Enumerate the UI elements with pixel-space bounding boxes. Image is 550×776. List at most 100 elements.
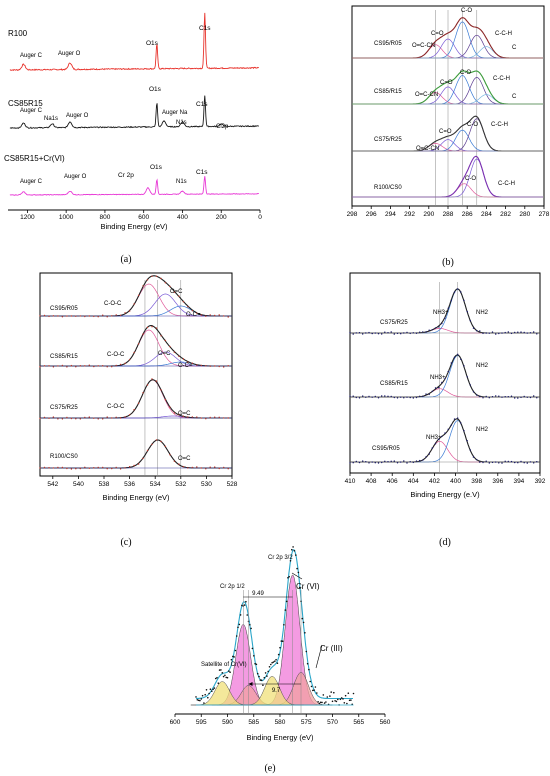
panel-c-s3-point bbox=[93, 467, 95, 469]
panel-d-s1-point bbox=[476, 394, 478, 396]
panel-d-s0-point bbox=[384, 331, 386, 333]
panel-d-s2-point bbox=[526, 462, 528, 464]
panel-e-point bbox=[289, 560, 292, 562]
panel-d-s1-point bbox=[403, 397, 405, 399]
panel-c-s0-point bbox=[187, 306, 189, 308]
panel-c-s2-point bbox=[182, 415, 185, 417]
panel-d-s1-point bbox=[355, 396, 357, 399]
panel-c-s3-point bbox=[151, 443, 153, 446]
panel-d-s1-point bbox=[377, 397, 380, 399]
panel-e-point bbox=[268, 666, 271, 668]
panel-c-s1-point bbox=[151, 326, 153, 328]
panel-a-tick-label-6: 0 bbox=[258, 214, 262, 221]
panel-d-s2-point bbox=[472, 456, 475, 458]
panel-c-s2-point bbox=[205, 418, 207, 420]
panel-d-s0-point bbox=[485, 332, 487, 334]
panel-c-s1-point bbox=[137, 343, 140, 345]
panel-b-s2-co: C-O bbox=[467, 122, 478, 128]
panel-c-s1-point bbox=[218, 365, 220, 368]
panel-b-guides bbox=[435, 10, 478, 206]
panel-c-s2-point bbox=[124, 416, 126, 418]
panel-c-s3-point bbox=[182, 466, 185, 468]
panel-c-s3-point bbox=[39, 467, 41, 469]
panel-c-s1-point bbox=[160, 335, 162, 337]
panel-d-s2-point bbox=[450, 424, 452, 426]
panel-d-s2-point bbox=[441, 435, 443, 438]
panel-d-s1-point bbox=[406, 396, 408, 398]
panel-d-s1-point bbox=[400, 396, 402, 398]
panel-d-s2-point bbox=[425, 456, 427, 458]
panel-d-s0-nh3: NH3+ bbox=[433, 310, 449, 316]
panel-c-s1-point bbox=[205, 365, 207, 367]
panel-e-crvi: Cr (VI) bbox=[296, 582, 320, 591]
panel-c-s3-point bbox=[209, 466, 211, 468]
panel-d-s0-point bbox=[403, 332, 405, 334]
panel-d-s0-point bbox=[438, 326, 440, 328]
panel-b-s3-component-1 bbox=[352, 158, 543, 198]
panel-e-point bbox=[335, 700, 338, 703]
panel-c-s0-point bbox=[115, 314, 117, 316]
panel-c-s1-point bbox=[39, 366, 41, 368]
panel-c-s2-point bbox=[169, 406, 171, 408]
panel-c-s1-point bbox=[223, 366, 225, 368]
panel-d-s0-point bbox=[371, 332, 373, 335]
panel-c-s3-point bbox=[205, 468, 207, 470]
panel-d-s2-point bbox=[374, 462, 376, 464]
panel-d-s0-nh2: NH2 bbox=[476, 310, 489, 316]
panel-d-s1-point bbox=[381, 395, 383, 397]
panel-d-s1-point bbox=[374, 395, 376, 398]
panel-c-s0-point bbox=[88, 315, 91, 317]
panel-b-s3-co: C-O bbox=[465, 176, 476, 182]
panel-c-s2-point bbox=[79, 418, 82, 420]
panel-d-s0-point bbox=[355, 332, 357, 334]
panel-c-s1-point bbox=[133, 351, 135, 354]
panel-b-s3-cch: C-C-H bbox=[498, 181, 515, 187]
panel-d-s1-point bbox=[409, 396, 411, 399]
panel-d-s0-point bbox=[482, 332, 484, 335]
panel-e-point bbox=[226, 676, 229, 679]
panel-a-tick-label-5: 200 bbox=[216, 214, 227, 221]
panel-c-s0-point bbox=[205, 315, 207, 317]
panel-b-s0-ocn: O=C-CN bbox=[412, 43, 435, 49]
panel-d-s0-point bbox=[425, 331, 427, 333]
panel-d-s1-point bbox=[371, 396, 373, 398]
panel-c-s3-point bbox=[142, 457, 144, 460]
panel-c-s2-point bbox=[164, 399, 167, 401]
panel-c-s2-point bbox=[106, 416, 108, 418]
panel-c-s3-point bbox=[106, 468, 108, 470]
panel-e-criii-pointer bbox=[315, 644, 323, 669]
panel-d-s2-point bbox=[438, 438, 440, 440]
panel-a-xlabel: Binding Energy (eV) bbox=[100, 222, 168, 231]
panel-e-point bbox=[228, 670, 230, 672]
panel-d-s0-point bbox=[412, 332, 414, 334]
panel-e-point bbox=[325, 701, 327, 703]
panel-e-point bbox=[270, 663, 272, 666]
panel-c-s2-point bbox=[133, 409, 135, 411]
panel-d-s1-point bbox=[469, 384, 471, 386]
panel-b-s0-co: C-O bbox=[461, 8, 472, 14]
panel-d-s2-point bbox=[358, 461, 361, 464]
panel-c-s0-point bbox=[79, 315, 82, 317]
panel-d-s2-point bbox=[479, 461, 481, 463]
panel-d-s1-point bbox=[384, 395, 386, 397]
panel-e-point bbox=[234, 649, 237, 652]
panel-d-s0-point bbox=[514, 331, 516, 334]
panel-d-s1-point bbox=[390, 395, 392, 398]
panel-e-point bbox=[334, 700, 336, 702]
panel-e-point bbox=[329, 695, 331, 697]
panel-d-s0-point bbox=[466, 310, 468, 313]
panel-e-tick-label-5: 575 bbox=[301, 719, 312, 726]
panel-d-s1-point bbox=[444, 377, 446, 380]
panel-e-point bbox=[196, 699, 199, 701]
panel-e-tick-label-0: 600 bbox=[170, 719, 181, 726]
panel-c-s3-point bbox=[227, 468, 229, 470]
panel-c-s0-oc: O=C bbox=[170, 289, 183, 295]
panel-e-point bbox=[233, 656, 235, 658]
panel-e-point bbox=[256, 672, 259, 675]
panel-c-s0-point bbox=[66, 315, 68, 317]
panel-c-s0-point bbox=[48, 315, 50, 318]
panel-d-s0-point bbox=[504, 331, 506, 334]
panel-d-s0-point bbox=[479, 330, 481, 332]
panel-b-s1-cch: C-C-H bbox=[493, 76, 510, 82]
panel-c-s2-point bbox=[70, 417, 73, 420]
